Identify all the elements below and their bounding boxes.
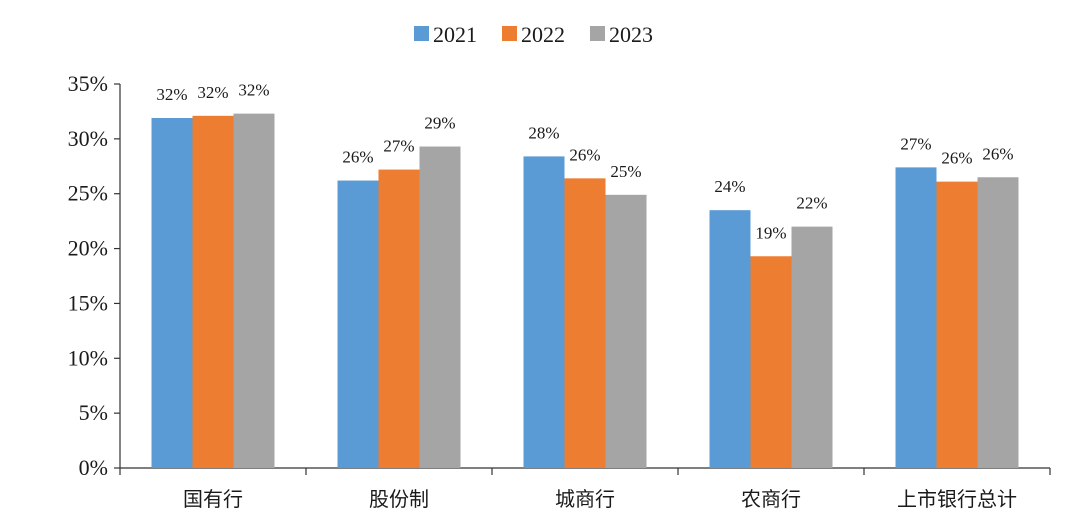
legend-swatch [502,26,517,41]
legend-label: 2023 [609,22,653,47]
data-label: 27% [900,134,931,153]
bar [378,169,420,468]
bar [750,256,792,468]
data-label: 32% [156,85,187,104]
legend-label: 2021 [433,22,477,47]
data-label: 22% [796,194,827,213]
y-tick-label: 20% [68,236,108,261]
data-label: 26% [569,145,600,164]
y-axis: 0% 5% 10% 15% 20% 25% 30% 35% [68,71,121,480]
y-tick-label: 0% [79,455,108,480]
bar [977,177,1019,468]
bar [523,156,565,468]
legend-swatch [414,26,429,41]
x-category-label: 国有行 [183,487,243,511]
y-tick-label: 25% [68,181,108,206]
data-label: 24% [714,177,745,196]
bar [192,115,234,469]
data-label: 19% [755,223,786,242]
data-labels: 32% 32% 32% 26% 27% 29% 28% 26% 25% 24% 19% 22% 27% 2… [156,81,1013,243]
legend-label: 2022 [521,22,565,47]
legend: 2021 2022 2023 [414,22,653,47]
y-tick-label: 35% [68,71,108,96]
x-category-label: 上市银行总计 [897,487,1017,511]
bars [151,113,1019,469]
bar [605,194,647,468]
bar [936,181,978,468]
bar [564,178,606,468]
bar [895,167,937,468]
bar [233,113,275,468]
data-label: 29% [424,114,455,133]
bar [419,146,461,468]
data-label: 26% [941,149,972,168]
x-category-label: 城商行 [555,487,615,511]
data-label: 32% [238,81,269,100]
bar [709,210,751,468]
data-label: 25% [610,162,641,181]
bar [337,180,379,468]
y-tick-label: 5% [79,400,108,425]
bar [791,226,833,468]
y-tick-label: 30% [68,126,108,151]
y-tick-label: 10% [68,345,108,370]
legend-swatch [590,26,605,41]
y-tick-label: 15% [68,290,108,315]
data-label: 26% [342,148,373,167]
data-label: 26% [982,144,1013,163]
bar [151,118,193,469]
x-axis: 国有行 股份制 城商行 农商行 上市银行总计 [119,467,1051,511]
data-label: 32% [197,83,228,102]
x-category-label: 农商行 [741,487,801,511]
data-label: 27% [383,137,414,156]
data-label: 28% [528,123,559,142]
x-category-label: 股份制 [369,487,429,511]
